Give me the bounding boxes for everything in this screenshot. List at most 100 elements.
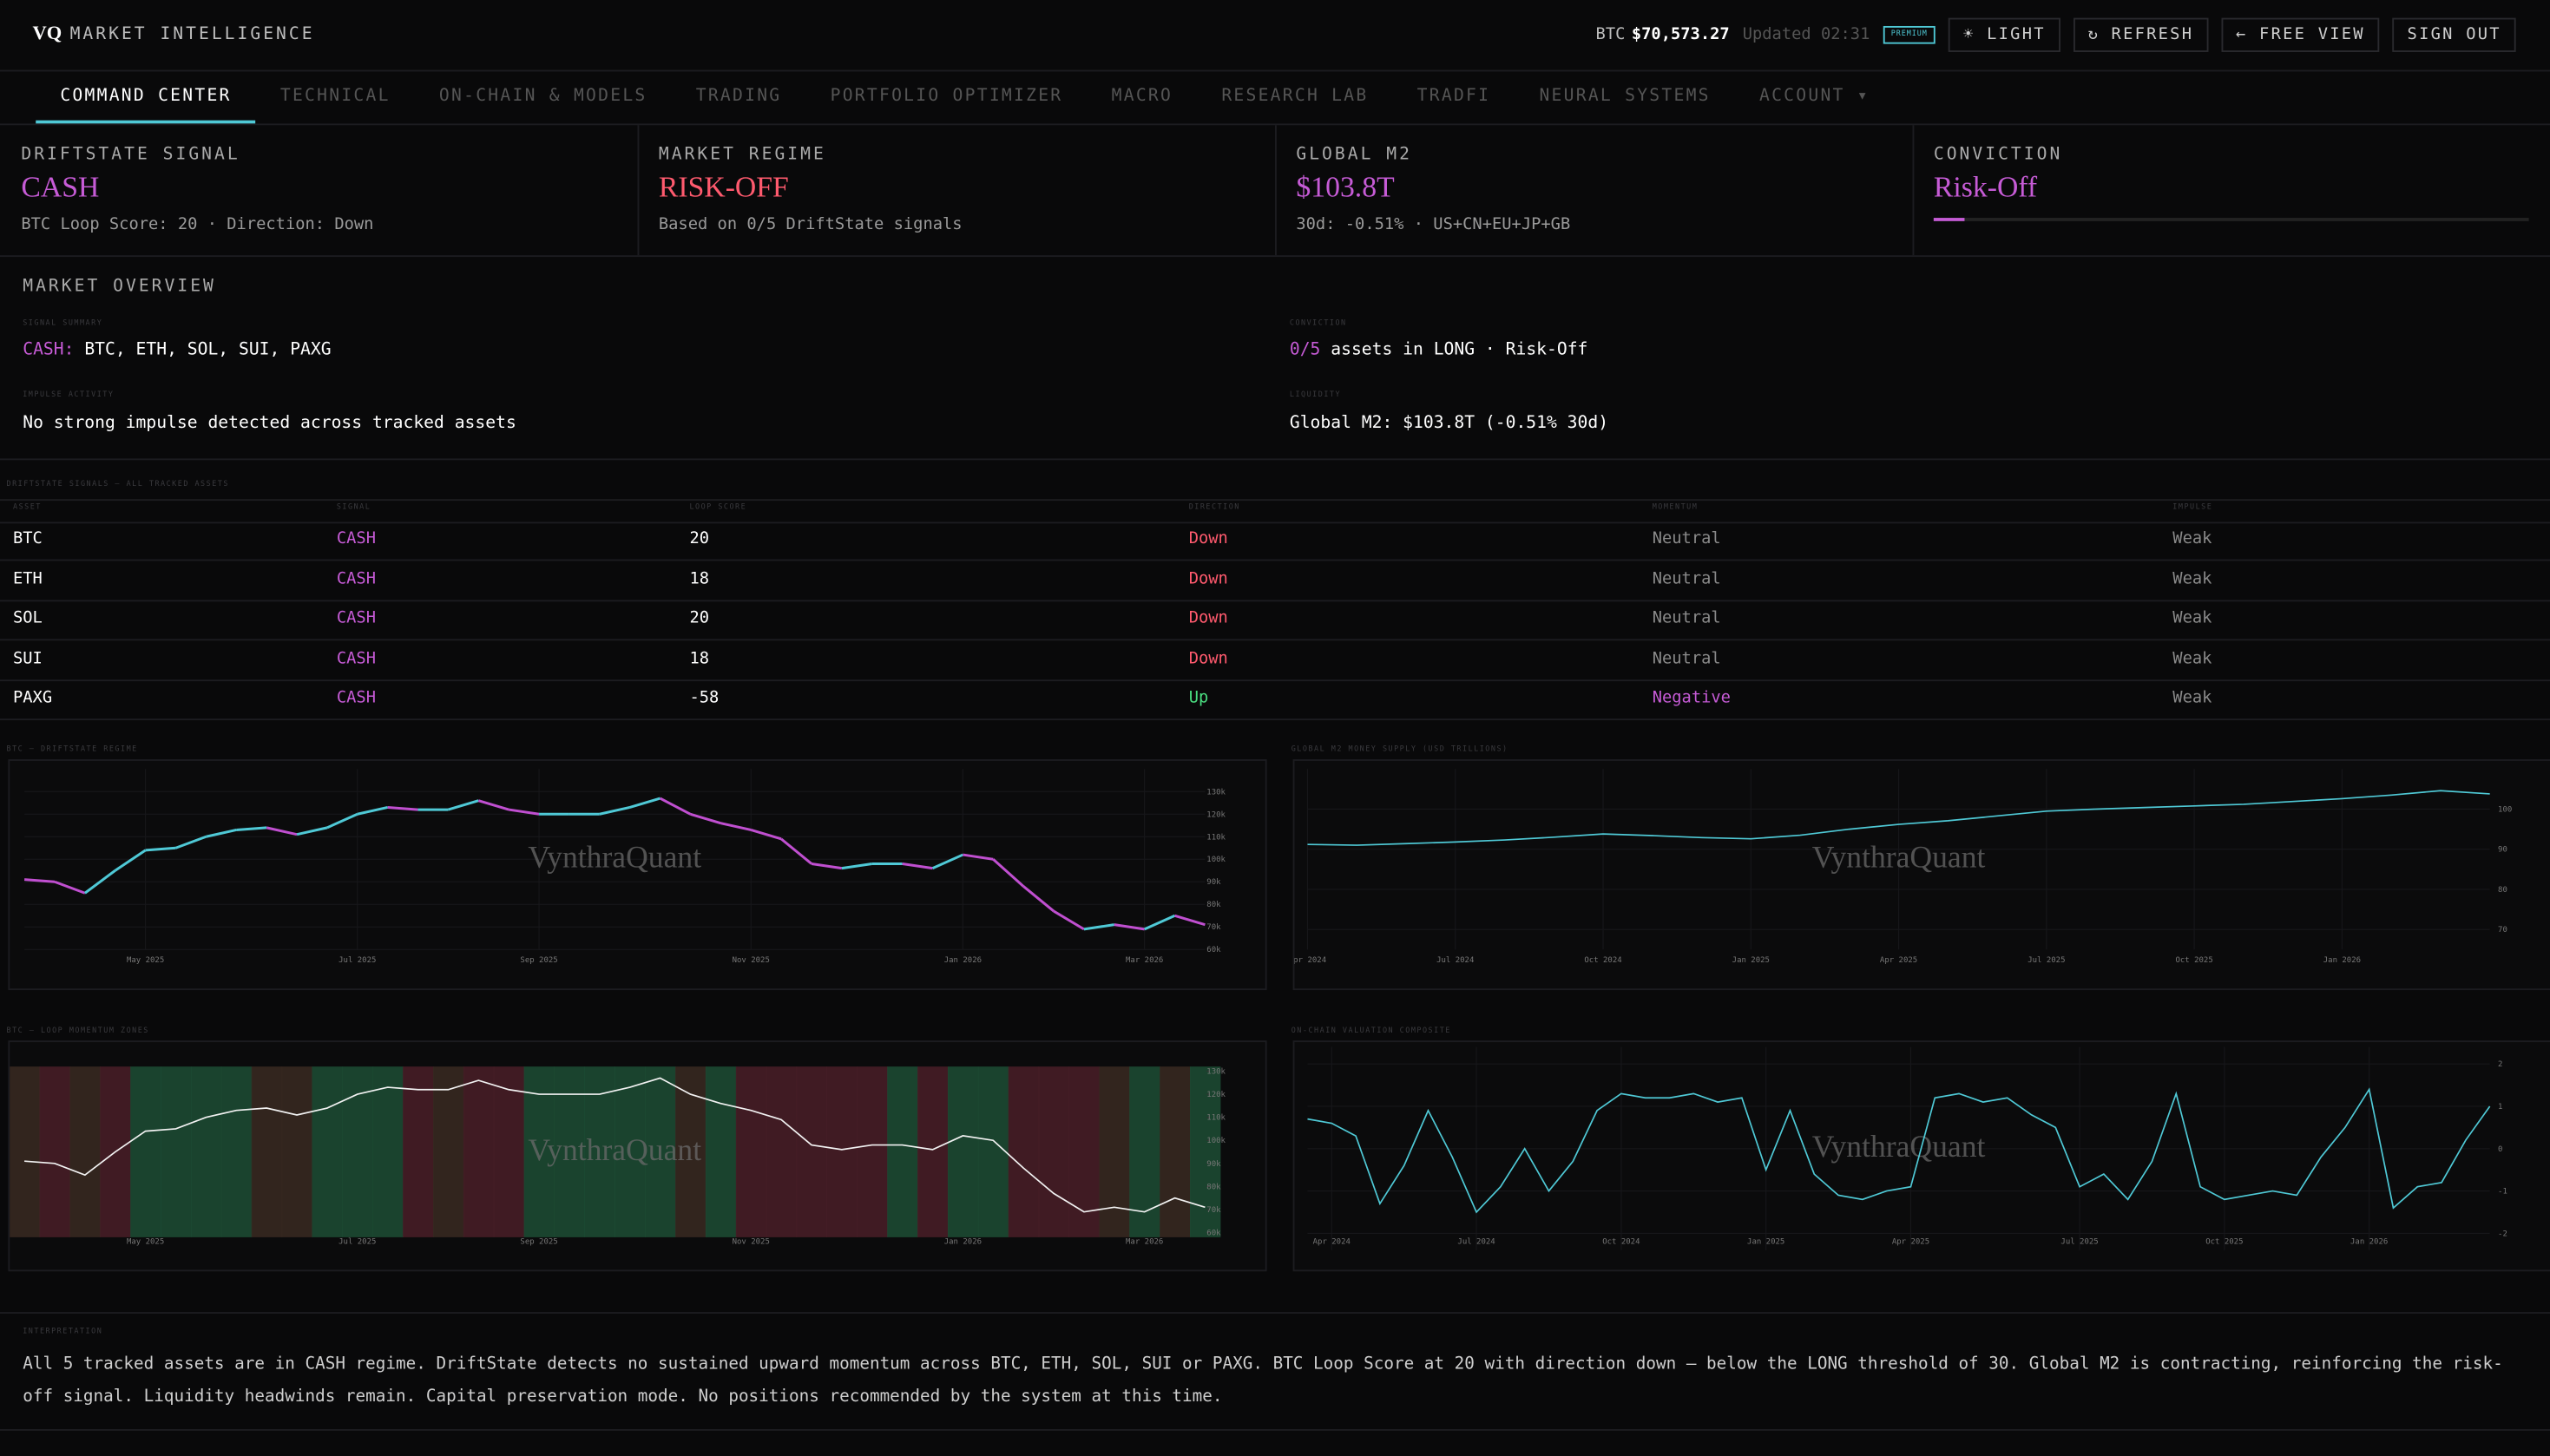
y-tick-label: 130k	[1206, 788, 1226, 797]
regime-segment	[145, 846, 176, 852]
overview-text: 0/5 assets in LONG · Risk-Off	[1290, 340, 1588, 359]
free-view-button[interactable]: ← FREE VIEW	[2221, 17, 2380, 52]
table-cell: CASH	[336, 569, 377, 588]
tab[interactable]: PORTFOLIO OPTIMIZER	[830, 86, 1063, 106]
tab[interactable]: ACCOUNT ▾	[1758, 86, 1870, 106]
y-tick-label: 80	[2498, 886, 2507, 895]
tab[interactable]: MACRO	[1111, 86, 1173, 106]
column-header: LOOP SCORE	[689, 503, 747, 513]
card: GLOBAL M2 $103.8T 30d: -0.51% · US+CN+EU…	[1275, 125, 1915, 256]
zone	[190, 1066, 222, 1237]
y-tick-label: 120k	[1206, 810, 1226, 819]
x-tick-label: Apr 2024	[1293, 956, 1327, 965]
table-cell: Up	[1188, 689, 1209, 708]
zone	[796, 1066, 827, 1237]
x-tick-label: Apr 2025	[1880, 956, 1917, 965]
chart: Apr 2024 Jul 2024 Oct 2024 Jan 2025 Apr 2025…	[1292, 1040, 2550, 1272]
conviction-track	[1933, 218, 2529, 221]
regime-segment	[54, 880, 86, 895]
table-cell: BTC	[12, 529, 43, 548]
table-cell: Down	[1188, 649, 1228, 668]
table-cell: Weak	[2172, 649, 2212, 668]
x-tick-label: Mar 2026	[1126, 956, 1163, 965]
table-row	[0, 679, 2550, 721]
zone	[826, 1066, 858, 1237]
regime-segment	[1114, 923, 1145, 931]
table-row	[0, 560, 2550, 601]
table-cell: 18	[689, 649, 710, 668]
y-tick-label: 70k	[1206, 1206, 1221, 1215]
table-title: DRIFTSTATE SIGNALS — ALL TRACKED ASSETS	[6, 481, 229, 489]
tab[interactable]: ON-CHAIN & MODELS	[438, 86, 647, 106]
zone	[342, 1066, 373, 1237]
overview-value: assets in LONG · Risk-Off	[1331, 339, 1588, 360]
table-cell: CASH	[336, 649, 377, 668]
regime-segment	[23, 878, 56, 883]
zone	[917, 1066, 949, 1237]
header-right: BTC $70,573.27 Updated 02:31 PREMIUM ☀ L…	[1596, 17, 2516, 52]
x-tick-label: Jan 2025	[1747, 1237, 1784, 1246]
y-tick-label: 80k	[1206, 1183, 1221, 1191]
regime-segment	[114, 849, 147, 872]
zone	[766, 1066, 798, 1237]
regime-segment	[477, 799, 509, 811]
zone	[1160, 1066, 1191, 1237]
x-tick-label: Jan 2026	[2350, 1237, 2388, 1246]
theme-button[interactable]: ☀ LIGHT	[1949, 17, 2060, 52]
overview-value: No strong impulse detected across tracke…	[23, 412, 516, 433]
overview-value: Global M2: $103.8T (-0.51% 30d)	[1289, 412, 1609, 433]
column-header: DIRECTION	[1188, 503, 1240, 513]
tab[interactable]: COMMAND CENTER	[36, 71, 256, 124]
regime-segment	[83, 869, 116, 895]
y-tick-label: 2	[2498, 1060, 2502, 1069]
x-tick-label: Oct 2024	[1584, 956, 1621, 965]
tab[interactable]: TECHNICAL	[279, 86, 391, 106]
zone	[1189, 1066, 1221, 1237]
table-cell: Neutral	[1652, 529, 1721, 548]
x-tick-label: Jul 2024	[1457, 1237, 1495, 1246]
x-tick-label: Jan 2026	[2323, 956, 2361, 965]
tab[interactable]: RESEARCH LAB	[1221, 86, 1369, 106]
card-label: DRIFTSTATE SIGNAL	[21, 144, 240, 165]
interpretation-panel: INTERPRETATION All 5 tracked assets are …	[0, 1312, 2550, 1431]
y-tick-label: 90k	[1206, 878, 1221, 887]
table-cell: Weak	[2172, 569, 2212, 588]
tab-bar: COMMAND CENTER TECHNICAL ON-CHAIN & MODELS…	[36, 71, 1894, 124]
updated: Updated 02:31	[1742, 25, 1870, 44]
card-value: RISK-OFF	[658, 170, 789, 204]
y-tick-label: 110k	[1206, 1114, 1226, 1123]
zone	[39, 1066, 70, 1237]
refresh-button[interactable]: ↻ REFRESH	[2073, 17, 2209, 52]
chart-title: BTC — LOOP MOMENTUM ZONES	[6, 1027, 149, 1036]
chart: May 2025 Jul 2025 Sep 2025 Nov 2025 Jan 2026…	[8, 1040, 1267, 1272]
zone	[1008, 1066, 1040, 1237]
overview-value: BTC, ETH, SOL, SUI, PAXG	[84, 339, 332, 360]
overview-key: CASH:	[23, 339, 75, 360]
regime-segment	[841, 862, 872, 870]
zone	[614, 1066, 646, 1237]
zone	[251, 1066, 283, 1237]
zone	[281, 1066, 313, 1237]
tab[interactable]: TRADING	[695, 86, 782, 106]
regime-segment	[266, 826, 298, 836]
y-tick-label: 60k	[1206, 946, 1221, 954]
table-cell: CASH	[336, 609, 377, 628]
x-tick-label: May 2025	[127, 1237, 164, 1246]
table-cell: PAXG	[12, 689, 53, 708]
zone	[432, 1066, 464, 1237]
x-tick-label: Oct 2025	[2205, 1237, 2243, 1246]
logo[interactable]: VQ	[32, 21, 62, 44]
regime-segment	[720, 822, 752, 831]
sign-out-button[interactable]: SIGN OUT	[2392, 17, 2516, 52]
table-cell: -58	[689, 689, 720, 708]
tab[interactable]: NEURAL SYSTEMS	[1539, 86, 1711, 106]
regime-segment	[174, 835, 207, 849]
x-tick-label: Jul 2025	[2060, 1237, 2098, 1246]
regime-segment	[780, 837, 812, 865]
column-header: IMPULSE	[2172, 503, 2213, 513]
regime-segment	[326, 812, 358, 830]
tab[interactable]: TRADFI	[1416, 86, 1491, 106]
table-cell: Neutral	[1652, 609, 1721, 628]
x-tick-label: Oct 2024	[1602, 1237, 1640, 1246]
